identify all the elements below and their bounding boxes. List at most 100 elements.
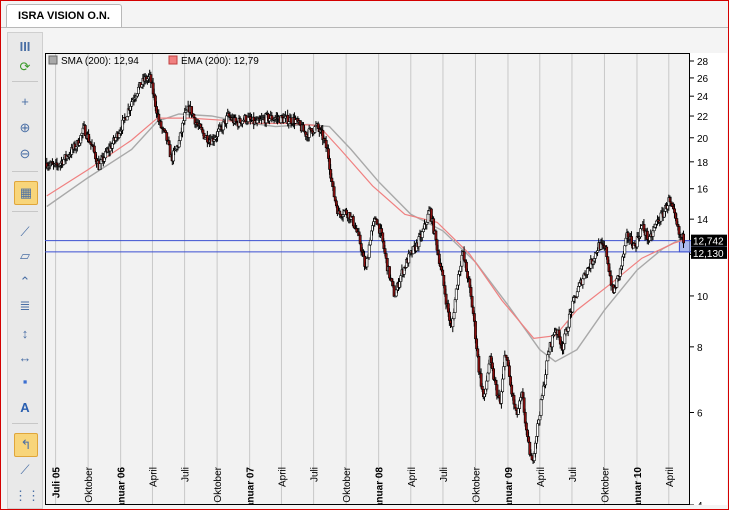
rectangle-icon[interactable]: ▪ <box>22 374 28 389</box>
x-tick-label: Januar 08 <box>375 467 386 505</box>
candle-body <box>623 245 627 255</box>
candle-body <box>367 244 371 258</box>
candle-body <box>452 312 456 319</box>
x-tick-label: Oktober <box>600 466 611 502</box>
candle-body <box>682 233 685 244</box>
candle-body <box>480 385 484 390</box>
candle-body <box>434 230 438 241</box>
candle-body <box>201 129 205 134</box>
text-icon[interactable]: A <box>20 400 30 415</box>
candle-body <box>384 253 388 259</box>
price-tag-lower <box>691 246 727 259</box>
y-tick-label: 8 <box>697 343 703 354</box>
legend-ema-label: EMA (200): 12,79 <box>181 56 259 67</box>
candle-body <box>368 239 372 246</box>
x-tick-label: Oktober <box>84 466 95 502</box>
chart-area[interactable]: 46810121416182022242628 Juli 05OktoberJa… <box>45 53 727 510</box>
palette-icon[interactable]: ⋮⋮ <box>14 488 40 503</box>
ema-line <box>46 117 685 340</box>
candle-body <box>130 101 134 107</box>
ruler-icon[interactable]: ▱ <box>20 248 30 263</box>
y-tick-label: 14 <box>697 215 709 226</box>
candle-body <box>605 246 609 258</box>
candle-body <box>255 119 259 124</box>
x-tick-label: Juli <box>310 467 321 482</box>
vertical-line-icon[interactable]: ↕ <box>21 326 29 341</box>
y-tick-label: 26 <box>697 74 709 85</box>
candle-body <box>510 384 514 395</box>
trendline-icon[interactable]: ⟋ <box>20 224 30 239</box>
x-tick-label: Juli 05 <box>52 467 63 499</box>
candle-body <box>586 267 589 275</box>
toolbar-separator <box>12 171 38 172</box>
y-tick-label: 16 <box>697 185 709 196</box>
x-tick-label: Juli <box>181 467 192 482</box>
x-tick-label: April <box>407 467 418 487</box>
toolbar-separator <box>12 81 38 82</box>
legend-sma-swatch <box>48 55 58 65</box>
y-tick-label: 22 <box>697 112 709 123</box>
candle-body <box>380 228 384 234</box>
tab-chart-title[interactable]: ISRA VISION O.N. <box>6 4 122 27</box>
candle-body <box>485 380 489 390</box>
x-axis: Juli 05 Oktober Januar 06 April Juli Oktober J… <box>52 466 676 510</box>
tab-divider <box>1 27 728 28</box>
y-tick-label: 4 <box>697 501 703 505</box>
line-tool-icon[interactable]: ⟋ <box>20 462 30 477</box>
x-tick-label: Oktober <box>471 466 482 502</box>
y-tick-label: 20 <box>697 134 709 145</box>
price-chart[interactable]: 46810121416182022242628 Juli 05OktoberJa… <box>45 53 727 510</box>
refresh-icon[interactable]: ⟳ <box>19 59 31 74</box>
x-tick-label: April <box>665 467 676 487</box>
price-tag-upper <box>691 234 727 247</box>
candle-body <box>500 391 503 404</box>
candle-body <box>287 121 291 125</box>
curve-tool-icon[interactable]: ↰ <box>14 433 38 457</box>
crosshair-icon[interactable]: + <box>21 94 29 109</box>
zoom-out-icon[interactable]: ⊖ <box>19 146 31 161</box>
toolbar-separator <box>12 211 38 212</box>
zoom-in-icon[interactable]: ⊕ <box>19 120 31 135</box>
x-tick-label: Juli <box>439 467 450 482</box>
x-tick-label: Januar 06 <box>117 467 128 505</box>
y-tick-label: 28 <box>697 57 709 68</box>
candle-body <box>365 258 369 268</box>
candle-body <box>183 112 187 121</box>
candle-body <box>541 385 545 396</box>
candle-body <box>165 132 169 141</box>
chart-type-icon[interactable]: ▦ <box>14 181 38 205</box>
drawing-toolbar: III ⟳ + ⊕ ⊖ ▦ ⟋ ▱ ⌃ ≣ ↕ ↔ ▪ A ↰ ⟋ ⋮⋮ <box>7 32 43 509</box>
horizontal-line-icon[interactable]: ↔ <box>18 350 32 365</box>
x-tick-label: Januar 07 <box>246 467 257 505</box>
x-tick-label: Oktober <box>213 466 224 502</box>
candle-body <box>238 118 242 123</box>
candle-body <box>441 269 445 276</box>
y-tick-label: 24 <box>697 92 709 103</box>
price-tag-upper-label: 12,742 <box>693 237 724 248</box>
sma-layer <box>46 113 685 363</box>
candle-body <box>330 177 334 182</box>
polyline-icon[interactable]: ⌃ <box>19 274 31 289</box>
candle-body <box>539 399 543 416</box>
x-tick-label: Januar 10 <box>633 467 644 505</box>
sma-line <box>46 113 685 363</box>
y-tick-label: 6 <box>697 408 703 419</box>
x-tick-label: Januar 09 <box>504 467 515 505</box>
legend: SMA (200): 12,94 EMA (200): 12,79 <box>48 55 259 67</box>
fibonacci-icon[interactable]: ≣ <box>19 298 31 313</box>
candle-body <box>462 251 466 261</box>
grip-icon[interactable]: III <box>19 39 31 54</box>
legend-ema-swatch <box>168 55 178 65</box>
candle-body <box>508 365 511 377</box>
price-tag-lower-label: 12,130 <box>693 249 724 260</box>
candlestick-series <box>45 69 685 465</box>
candle-body <box>351 216 355 227</box>
x-tick-label: Juli <box>568 467 579 482</box>
candle-body <box>426 213 430 223</box>
x-tick-label: April <box>277 467 288 487</box>
x-tick-label: April <box>536 467 547 487</box>
candle-body <box>501 378 505 392</box>
candle-body <box>454 288 458 300</box>
x-tick-label: April <box>148 467 159 487</box>
